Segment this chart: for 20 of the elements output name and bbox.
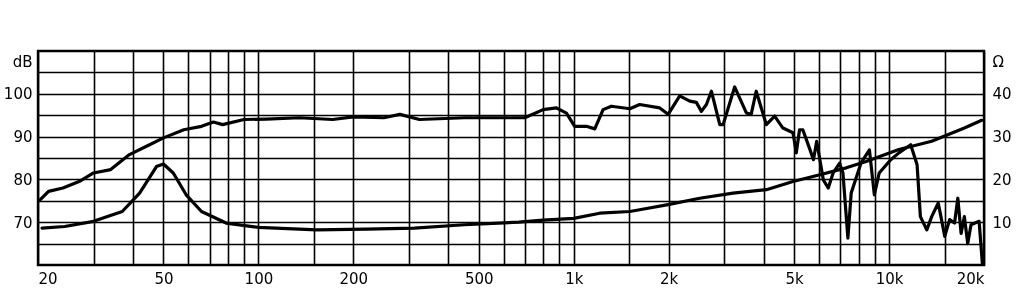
x-tick-label: 10k (875, 269, 904, 288)
y2-tick-label: 10 (992, 213, 1012, 232)
y-tick-label: 100 (3, 85, 33, 104)
x-tick-label: 20 (38, 269, 58, 288)
x-tick-label: 2k (660, 269, 679, 288)
x-tick-label: 1k (565, 269, 584, 288)
x-tick-label: 500 (465, 269, 494, 288)
y2-tick-label: 20 (992, 170, 1012, 189)
x-tick-label: 20k (956, 269, 985, 288)
x-tick-label: 5k (785, 269, 805, 288)
y2-tick-label: 40 (992, 85, 1012, 104)
y2-axis-title: Ω (992, 52, 1004, 71)
x-tick-label: 100 (244, 269, 274, 288)
y-tick-label: 80 (13, 170, 33, 189)
y-axis-title: dB (12, 52, 33, 71)
x-tick-label: 50 (154, 269, 174, 288)
y-tick-label: 90 (13, 128, 33, 147)
x-tick-label: 200 (339, 269, 369, 288)
y-tick-label: 70 (13, 213, 33, 232)
y2-tick-label: 30 (992, 128, 1012, 147)
